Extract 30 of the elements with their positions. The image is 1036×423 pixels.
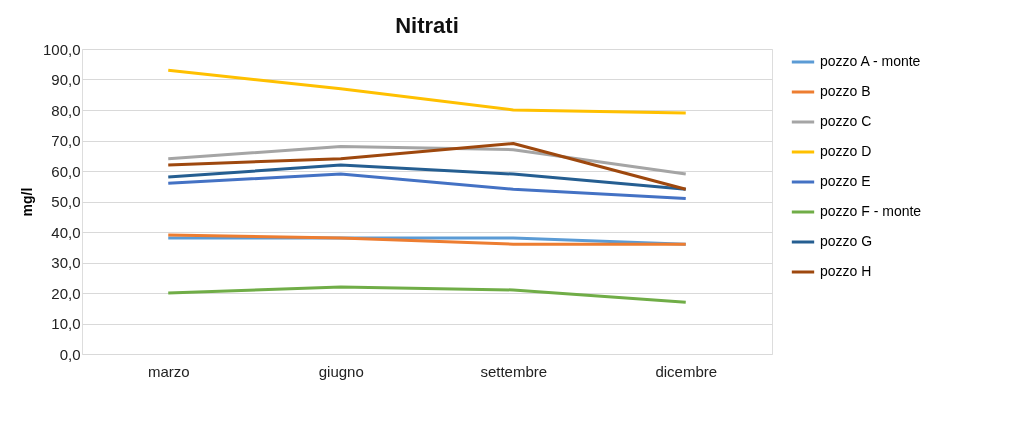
y-tick-label: 30,0 (51, 254, 81, 271)
line-series (166, 68, 688, 115)
y-tick-label: 80,0 (51, 101, 81, 119)
y-axis-title: mg/l (18, 187, 35, 217)
line-series (166, 163, 688, 191)
line-series (166, 142, 688, 191)
legend-label: pozzo C (820, 113, 872, 129)
legend-label: pozzo H (820, 263, 872, 279)
line-series (166, 172, 688, 200)
y-tick-label: 90,0 (51, 71, 81, 88)
y-tick-label: 0,0 (59, 345, 81, 363)
line-series (166, 285, 688, 304)
chart-title: Nitrati (395, 13, 459, 38)
legend-label: pozzo F - monte (820, 203, 922, 219)
y-tick-label: 40,0 (51, 223, 81, 241)
y-tick-label: 10,0 (51, 315, 81, 332)
legend-label: pozzo A - monte (820, 53, 921, 69)
y-tick-label: 20,0 (51, 284, 81, 302)
x-tick-label: settembre (480, 362, 548, 380)
x-tick-label: dicembre (655, 362, 718, 380)
x-tick-label: marzo (147, 362, 190, 380)
y-tick-label: 60,0 (51, 162, 81, 180)
y-tick-label: 50,0 (51, 193, 81, 210)
legend-label: pozzo D (820, 143, 872, 159)
legend-label: pozzo G (820, 233, 873, 249)
legend-label: pozzo B (820, 83, 871, 99)
x-tick-label: giugno (318, 362, 364, 380)
y-tick-label: 70,0 (51, 132, 81, 149)
legend-label: pozzo E (820, 173, 871, 189)
y-tick-label: 100,0 (42, 40, 81, 58)
